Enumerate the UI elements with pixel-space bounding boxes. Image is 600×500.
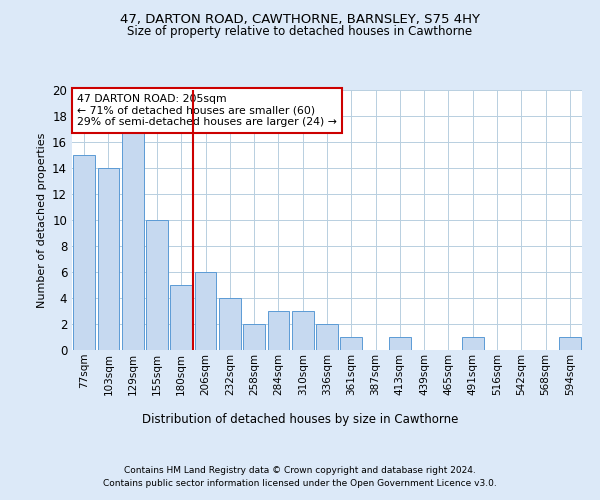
- Bar: [340, 337, 362, 350]
- Bar: [559, 337, 581, 350]
- Text: 47, DARTON ROAD, CAWTHORNE, BARNSLEY, S75 4HY: 47, DARTON ROAD, CAWTHORNE, BARNSLEY, S7…: [120, 12, 480, 26]
- Bar: [462, 337, 484, 350]
- Text: Size of property relative to detached houses in Cawthorne: Size of property relative to detached ho…: [127, 25, 473, 38]
- Bar: [73, 155, 95, 350]
- Bar: [194, 272, 217, 350]
- Bar: [97, 168, 119, 350]
- Bar: [389, 337, 411, 350]
- Bar: [122, 103, 143, 350]
- Bar: [219, 298, 241, 350]
- Bar: [146, 220, 168, 350]
- Text: 47 DARTON ROAD: 205sqm
← 71% of detached houses are smaller (60)
29% of semi-det: 47 DARTON ROAD: 205sqm ← 71% of detached…: [77, 94, 337, 127]
- Text: Contains public sector information licensed under the Open Government Licence v3: Contains public sector information licen…: [103, 478, 497, 488]
- Bar: [316, 324, 338, 350]
- Y-axis label: Number of detached properties: Number of detached properties: [37, 132, 47, 308]
- Bar: [243, 324, 265, 350]
- Bar: [268, 311, 289, 350]
- Bar: [292, 311, 314, 350]
- Text: Distribution of detached houses by size in Cawthorne: Distribution of detached houses by size …: [142, 412, 458, 426]
- Bar: [170, 285, 192, 350]
- Text: Contains HM Land Registry data © Crown copyright and database right 2024.: Contains HM Land Registry data © Crown c…: [124, 466, 476, 475]
